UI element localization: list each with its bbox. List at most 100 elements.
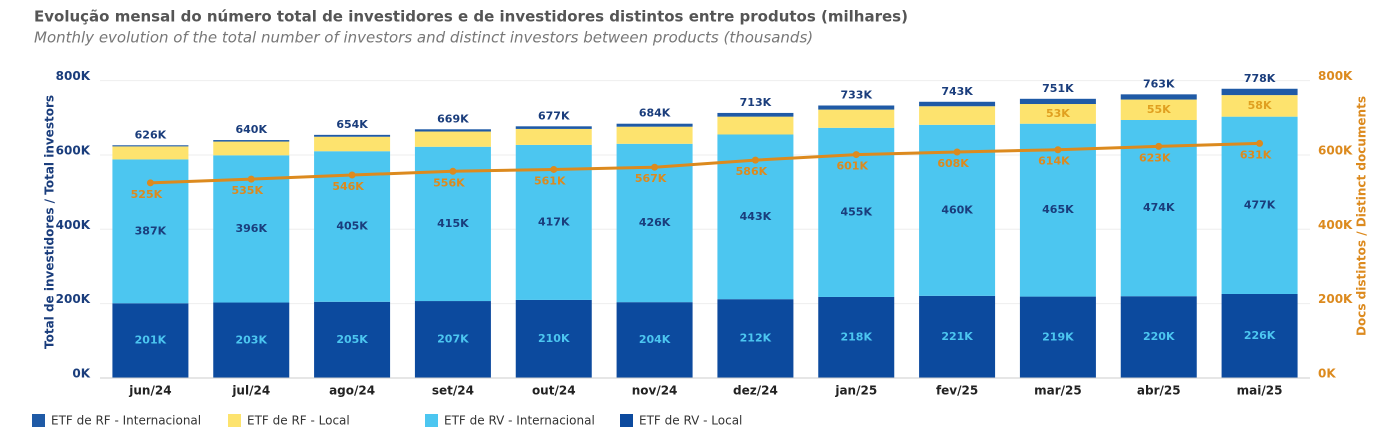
- total-label: 677K: [538, 109, 570, 122]
- line: [150, 141, 1260, 185]
- line-label: 556K: [433, 176, 465, 189]
- line-point: [550, 165, 558, 173]
- line-label: 586K: [736, 165, 768, 178]
- total-label: 626K: [135, 128, 167, 141]
- bar-segment: [414, 131, 491, 147]
- bar-segment: [616, 126, 693, 144]
- line-label: 546K: [332, 180, 364, 193]
- line-point: [651, 163, 659, 171]
- data-label: 465K: [1042, 203, 1074, 216]
- legend-label: ETF de RV - Local: [639, 414, 742, 428]
- y2-tick-label: 0K: [1318, 367, 1336, 381]
- legend-label: ETF de RV - Internacional: [444, 414, 595, 428]
- legend-swatch: [620, 414, 633, 427]
- bar-segment: [515, 128, 592, 145]
- line-point: [953, 148, 961, 156]
- line-point: [1054, 146, 1062, 154]
- total-label: 684K: [639, 107, 671, 120]
- chart-subtitle: Monthly evolution of the total number of…: [34, 29, 813, 47]
- bar-segment: [314, 301, 391, 378]
- y2-tick-label: 800K: [1318, 69, 1353, 83]
- data-label: 218K: [841, 330, 873, 343]
- bar-segment: [818, 296, 895, 378]
- data-label: 219K: [1042, 330, 1074, 343]
- line-label: 567K: [635, 172, 667, 185]
- x-tick-label: jul/24: [231, 384, 270, 398]
- x-tick-label: abr/25: [1137, 384, 1181, 398]
- x-tick-label: jun/24: [128, 384, 171, 398]
- x-tick-label: mar/25: [1034, 384, 1082, 398]
- x-tick-label: dez/24: [733, 384, 778, 398]
- line-point: [1155, 142, 1163, 150]
- line-point: [449, 167, 457, 175]
- data-label: 226K: [1244, 329, 1276, 342]
- bar-segment: [1120, 99, 1197, 120]
- bar-segment: [1120, 296, 1197, 378]
- bar-segment: [1221, 293, 1298, 378]
- bar-segment: [919, 295, 996, 378]
- total-label: 733K: [841, 88, 873, 101]
- bar-segment: [919, 106, 996, 125]
- data-label: 201K: [135, 334, 167, 347]
- bar-segment: [112, 303, 189, 378]
- x-tick-label: out/24: [532, 384, 576, 398]
- line-point: [247, 175, 255, 183]
- line-point: [751, 156, 759, 164]
- data-label: 426K: [639, 216, 671, 229]
- y2-tick-label: 200K: [1318, 292, 1353, 306]
- data-label: 205K: [336, 333, 368, 346]
- y2-tick-label: 600K: [1318, 143, 1353, 157]
- bar-segment: [515, 126, 592, 129]
- bar-segment: [112, 145, 189, 147]
- bar-segment: [213, 141, 290, 156]
- y2-tick-label: 400K: [1318, 218, 1353, 232]
- legend-swatch: [32, 414, 45, 427]
- line-label: 535K: [232, 184, 264, 197]
- chart-title: Evolução mensal do número total de inves…: [34, 8, 908, 26]
- x-tick-label: ago/24: [329, 384, 375, 398]
- bar-segment: [919, 101, 996, 107]
- line-point: [852, 151, 860, 159]
- legend-swatch: [425, 414, 438, 427]
- bar-segment: [1019, 296, 1096, 378]
- bar-segment: [414, 301, 491, 378]
- total-label: 669K: [437, 112, 469, 125]
- line-point: [348, 171, 356, 179]
- data-label: 207K: [437, 333, 469, 346]
- bar-segment: [717, 299, 794, 378]
- line-label: 631K: [1240, 148, 1272, 161]
- data-label: 204K: [639, 333, 671, 346]
- data-label: 405K: [336, 220, 368, 233]
- y-tick-label: 200K: [56, 292, 91, 306]
- y-axis-title: Total de investidores / Total investors: [43, 95, 57, 349]
- data-label: 221K: [941, 330, 973, 343]
- bar-segment: [213, 302, 290, 378]
- x-tick-label: jan/25: [834, 384, 877, 398]
- legend-swatch: [228, 414, 241, 427]
- bar-segment: [717, 112, 794, 117]
- data-label: 210K: [538, 332, 570, 345]
- legend-label: ETF de RF - Internacional: [51, 414, 201, 428]
- data-label: 443K: [740, 210, 772, 223]
- bar-segment: [818, 105, 895, 110]
- x-tick-label: fev/25: [936, 384, 978, 398]
- y-tick-label: 800K: [56, 69, 91, 83]
- line-label: 608K: [937, 157, 969, 170]
- bar-segment: [1221, 88, 1298, 96]
- bar-segment: [1221, 95, 1298, 117]
- bar-segment: [717, 116, 794, 135]
- y2-axis-title: Docs distintos / Distinct documents: [1355, 96, 1369, 336]
- total-label: 751K: [1042, 82, 1074, 95]
- bar-segment: [213, 140, 290, 142]
- bar-segment: [314, 136, 391, 152]
- legend-label: ETF de RF - Local: [247, 414, 350, 428]
- data-label: 474K: [1143, 201, 1175, 214]
- data-label: 415K: [437, 217, 469, 230]
- bar-segment: [1120, 94, 1197, 100]
- line-point: [1256, 139, 1264, 147]
- y-tick-label: 0K: [72, 367, 90, 381]
- total-label: 713K: [740, 96, 772, 109]
- data-label: 460K: [941, 203, 973, 216]
- total-label: 743K: [941, 85, 973, 98]
